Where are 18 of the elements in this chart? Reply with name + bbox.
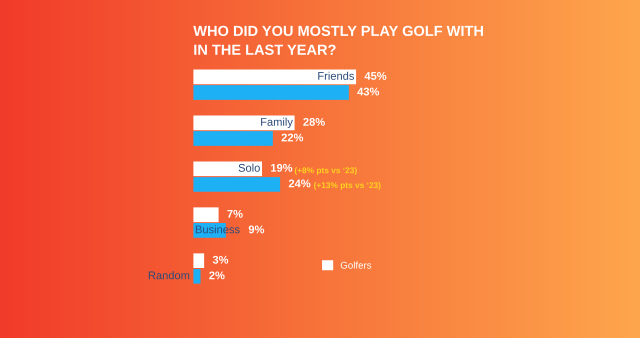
annotation: (+13% pts vs ‘23) xyxy=(314,182,381,190)
chart-title: WHO DID YOU MOSTLY PLAY GOLF WITH IN THE LAST YEAR? xyxy=(193,26,483,55)
annotation: (+8% pts vs ‘23) xyxy=(294,167,357,175)
data-label: 7% xyxy=(227,210,243,218)
data-label: 43% xyxy=(357,88,380,96)
data-label: 24% xyxy=(288,180,310,188)
data-label: 2% xyxy=(209,271,225,280)
y-tick-label: Family xyxy=(261,118,293,128)
data-label: 9% xyxy=(248,225,264,234)
y-tick-label: Random xyxy=(148,271,190,280)
data-label: 3% xyxy=(212,256,228,264)
data-label: 28% xyxy=(303,118,325,126)
y-tick-label: Friends xyxy=(318,72,354,80)
data-label: 22% xyxy=(282,134,304,142)
y-tick-label: Solo xyxy=(238,164,260,172)
data-label: 19% xyxy=(271,164,292,172)
data-label: 45% xyxy=(364,72,386,80)
legend-label: Golfers xyxy=(340,262,372,269)
